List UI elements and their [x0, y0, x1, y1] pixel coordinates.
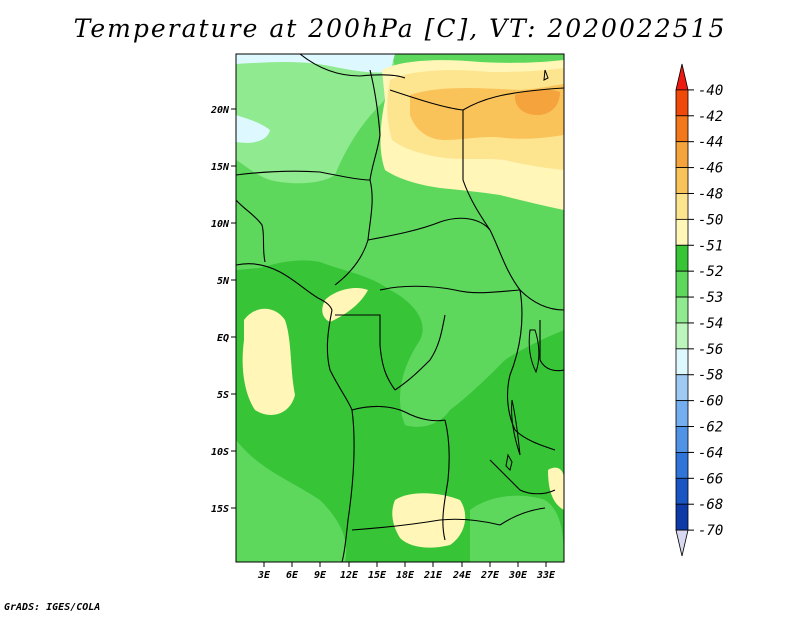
colorbar-segment: [675, 503, 689, 531]
lon-label-6e: 6E: [286, 570, 299, 581]
colorbar-label: -66: [698, 471, 723, 487]
colorbar-segment: [675, 452, 689, 479]
colorbar-label: -62: [698, 420, 723, 436]
lat-label-eq: EQ: [217, 333, 229, 344]
lon-label-21e: 21E: [423, 570, 443, 581]
field-warm-north: [380, 60, 564, 210]
colorbar-label: -42: [698, 109, 723, 125]
colorbar-label: -48: [698, 186, 723, 202]
colorbar-label: -60: [698, 394, 723, 410]
lon-label-3e: 3E: [257, 570, 271, 581]
map-frame: [235, 53, 565, 563]
lat-label-20n: 20N: [210, 105, 230, 116]
colorbar-segment: [675, 218, 689, 246]
colorbar-label: -46: [698, 161, 723, 177]
country-borders: [236, 54, 564, 562]
colorbar-label: -58: [698, 368, 723, 384]
lon-label-18e: 18E: [396, 570, 415, 581]
lon-label-30e: 30E: [508, 570, 528, 581]
field-minus56-areas: [236, 54, 395, 143]
colorbar-label: -64: [698, 445, 723, 461]
colorbar-segment: [675, 115, 689, 143]
lon-labels: 3E 6E 9E 12E 15E 18E 21E 24E 27E 30E 33E: [257, 570, 556, 581]
lat-ticks: [231, 108, 236, 509]
colorbar-segment: [675, 400, 689, 427]
temperature-field: [236, 54, 564, 562]
colorbar-segment: [675, 348, 689, 376]
colorbar-segment: [675, 426, 689, 453]
colorbar-label: -52: [698, 264, 723, 280]
colorbar-label: -50: [698, 212, 723, 228]
colorbar-label: -54: [698, 316, 723, 332]
colorbar-label: -44: [698, 135, 723, 151]
lon-label-27e: 27E: [480, 570, 500, 581]
colorbar-label: -53: [698, 290, 723, 306]
colorbar-label: -40: [698, 83, 723, 99]
colorbar-segment: [675, 63, 689, 91]
colorbar-segment: [675, 141, 689, 168]
lat-label-10s: 10S: [211, 447, 229, 458]
colorbar-segment: [675, 296, 689, 324]
lon-label-9e: 9E: [314, 570, 327, 581]
colorbar-segment: [675, 529, 689, 557]
lon-ticks: [263, 562, 547, 567]
grads-credit: GrADS: IGES/COLA: [4, 602, 101, 613]
colorbar-label: -70: [698, 523, 723, 539]
colorbar-segment: [675, 477, 689, 505]
colorbar-segment: [675, 374, 689, 402]
lat-label-5n: 5N: [217, 276, 230, 287]
lat-labels: 20N 15N 10N 5N EQ 5S 10S 15S: [210, 105, 230, 515]
lat-label-15s: 15S: [211, 504, 229, 515]
colorbar-segment: [675, 89, 689, 117]
colorbar-segment: [675, 322, 689, 350]
lon-label-12e: 12E: [340, 570, 359, 581]
lat-label-5s: 5S: [217, 390, 229, 401]
colorbar: -40 -42 -44 -46 -48 -50 -51 -52 -53 -54 -56 -58 -60 -…: [675, 63, 723, 557]
colorbar-label: -51: [698, 238, 723, 254]
lat-label-15n: 15N: [211, 162, 230, 173]
lat-label-10n: 10N: [211, 219, 230, 230]
colorbar-segment: [675, 167, 689, 194]
map-title: Temperature at 200hPa [C], VT: 202002251…: [73, 14, 727, 43]
field-minus54-areas: [236, 54, 396, 184]
lakes: [505, 69, 549, 471]
colorbar-label: -68: [698, 497, 723, 513]
lon-label-15e: 15E: [368, 570, 387, 581]
colorbar-segment: [675, 193, 689, 220]
colorbar-segment: [675, 244, 689, 272]
colorbar-segment: [675, 270, 689, 298]
lon-label-33e: 33E: [536, 570, 556, 581]
colorbar-label: -56: [698, 342, 723, 358]
field-minus51-patches: [242, 288, 564, 548]
lon-label-24e: 24E: [452, 570, 472, 581]
